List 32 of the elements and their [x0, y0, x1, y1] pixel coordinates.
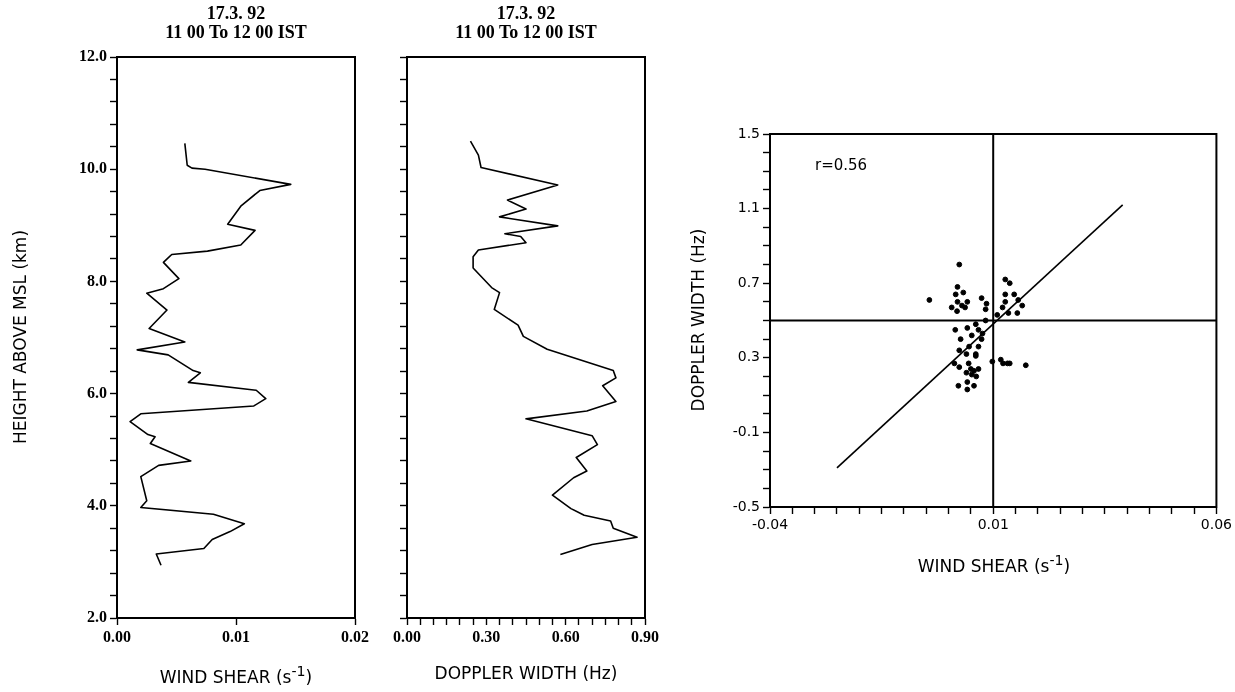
chart-title: 17.3. 92 — [495, 3, 557, 23]
x-tick-label: 0.00 — [393, 627, 421, 645]
y-tick-label: -0.5 — [732, 497, 760, 514]
x-axis-title: WIND SHEAR (s$^{-1}$) — [158, 663, 314, 687]
chart-subtitle: 11 00 To 12 00 IST — [454, 22, 598, 42]
x-tick-label: -0.04 — [751, 516, 789, 533]
y-tick-label: -0.1 — [732, 423, 760, 440]
x-tick-label: 0.06 — [1200, 516, 1233, 533]
x-tick-label: 0.00 — [103, 627, 131, 645]
y-tick-label: 0.7 — [737, 273, 760, 290]
y-tick-label: 12.0 — [79, 47, 107, 65]
y-tick-label: 1.1 — [737, 199, 760, 216]
y-axis-title: DOPPLER WIDTH (Hz) — [688, 227, 708, 413]
x-tick-label: 0.60 — [551, 627, 580, 645]
y-tick-label: 4.0 — [87, 495, 107, 513]
x-axis-title: WIND SHEAR (s$^{-1}$) — [916, 552, 1072, 576]
y-tick-label: 1.5 — [737, 124, 760, 141]
y-tick-label: 2.0 — [87, 608, 107, 626]
x-tick-label: 0.01 — [222, 627, 250, 645]
x-axis-title: DOPPLER WIDTH (Hz) — [433, 663, 619, 683]
x-tick-label: 0.30 — [472, 627, 501, 645]
y-tick-label: 8.0 — [87, 271, 107, 289]
y-tick-label: 10.0 — [79, 159, 107, 177]
x-tick-label: 0.90 — [631, 627, 659, 645]
y-tick-label: 6.0 — [87, 383, 107, 401]
y-axis-title: HEIGHT ABOVE MSL (km) — [10, 228, 30, 446]
chart-title: 17.3. 92 — [205, 3, 267, 23]
annotation: r=0.56 — [815, 156, 868, 175]
chart-subtitle: 11 00 To 12 00 IST — [164, 22, 308, 42]
x-tick-label: 0.02 — [341, 627, 369, 645]
x-tick-label: 0.01 — [977, 516, 1009, 533]
y-tick-label: 0.3 — [737, 348, 760, 365]
